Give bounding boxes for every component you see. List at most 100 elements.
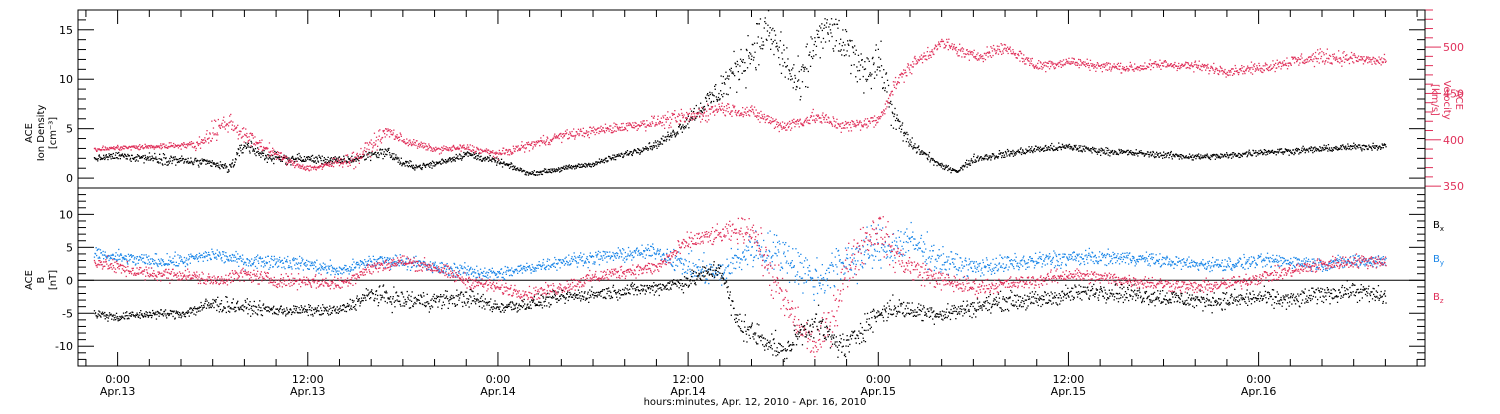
panel1-point <box>707 104 708 105</box>
panel1-point <box>404 163 405 164</box>
panel1-point <box>588 134 589 135</box>
panel1-point <box>681 109 682 110</box>
panel1-point <box>339 160 340 161</box>
panel1-point <box>595 134 596 135</box>
panel1-point <box>604 132 605 133</box>
panel1-point <box>934 47 935 48</box>
panel1-point <box>726 105 727 106</box>
panel1-point <box>246 147 247 148</box>
panel1-point <box>403 139 404 140</box>
panel1-point <box>815 54 816 55</box>
panel1-point <box>645 130 646 131</box>
panel2-point <box>96 255 97 256</box>
panel1-point <box>180 158 181 159</box>
panel1-point <box>361 156 362 157</box>
panel1-point <box>413 139 414 140</box>
panel1-point <box>1376 145 1377 146</box>
panel1-point <box>952 49 953 50</box>
panel1-point <box>118 152 119 153</box>
panel1-point <box>332 159 333 160</box>
panel1-point <box>985 55 986 56</box>
panel1-point <box>536 141 537 142</box>
panel1-point <box>168 161 169 162</box>
panel1-point <box>276 159 277 160</box>
panel1-point <box>774 120 775 121</box>
panel1-point <box>321 160 322 161</box>
panel1-point <box>317 158 318 159</box>
panel1-point <box>370 156 371 157</box>
panel1-point <box>1381 64 1382 65</box>
panel1-point <box>1143 66 1144 67</box>
panel1-point <box>450 159 451 160</box>
panel1-point <box>213 127 214 128</box>
panel1-point <box>884 110 885 111</box>
panel1-point <box>157 161 158 162</box>
panel2-point <box>109 255 110 256</box>
panel1-point <box>1296 58 1297 59</box>
panel1-point <box>304 166 305 167</box>
panel1-point <box>1254 63 1255 64</box>
panel1-point <box>1121 149 1122 150</box>
panel1-point <box>1101 64 1102 65</box>
panel1-point <box>364 147 365 148</box>
panel1-point <box>377 157 378 158</box>
panel1-point <box>272 150 273 151</box>
panel1-point <box>815 122 816 123</box>
panel1-point <box>656 124 657 125</box>
panel1-point <box>225 163 226 164</box>
panel1-point <box>510 149 511 150</box>
panel1-point <box>795 78 796 79</box>
panel1-point <box>838 50 839 51</box>
panel1-point <box>532 141 533 142</box>
panel1-point <box>511 163 512 164</box>
panel1-point <box>767 118 768 119</box>
panel1-point <box>976 58 977 59</box>
panel1-point <box>172 145 173 146</box>
panel1-point <box>283 158 284 159</box>
panel1-point <box>590 163 591 164</box>
panel1-point <box>831 124 832 125</box>
panel1-point <box>398 157 399 158</box>
panel1-point <box>1154 63 1155 64</box>
panel1-point <box>346 163 347 164</box>
panel1-point <box>1241 65 1242 66</box>
panel1-point <box>423 164 424 165</box>
panel1-point <box>1097 62 1098 63</box>
panel1-point <box>740 49 741 50</box>
panel1-point <box>510 164 511 165</box>
panel1-point <box>182 144 183 145</box>
panel1-point <box>247 145 248 146</box>
panel1-point <box>1380 59 1381 60</box>
panel1-point <box>778 57 779 58</box>
panel1-point <box>1272 60 1273 61</box>
panel1-point <box>691 111 692 112</box>
panel1-point <box>549 169 550 170</box>
panel1-point <box>316 169 317 170</box>
panel1-point <box>504 162 505 163</box>
panel1-point <box>209 137 210 138</box>
panel1-point <box>169 158 170 159</box>
panel1-point <box>486 148 487 149</box>
panel1-point <box>697 113 698 114</box>
panel1-point <box>197 142 198 143</box>
panel1-point <box>422 143 423 144</box>
panel1-point <box>425 143 426 144</box>
panel1-point <box>286 162 287 163</box>
panel1-point <box>654 116 655 117</box>
panel1-point <box>768 35 769 36</box>
panel1-point <box>1374 145 1375 146</box>
panel1-point <box>394 158 395 159</box>
panel1-point <box>903 74 904 75</box>
panel1-point <box>946 165 947 166</box>
panel1-point <box>273 150 274 151</box>
panel1-point <box>1300 152 1301 153</box>
panel1-point <box>878 57 879 58</box>
panel1-point <box>321 166 322 167</box>
panel1-point <box>552 170 553 171</box>
panel1-point <box>199 143 200 144</box>
panel1-point <box>1019 151 1020 152</box>
panel1-point <box>1001 152 1002 153</box>
panel1-point <box>378 157 379 158</box>
panel1-point <box>919 149 920 150</box>
panel1-point <box>711 101 712 102</box>
